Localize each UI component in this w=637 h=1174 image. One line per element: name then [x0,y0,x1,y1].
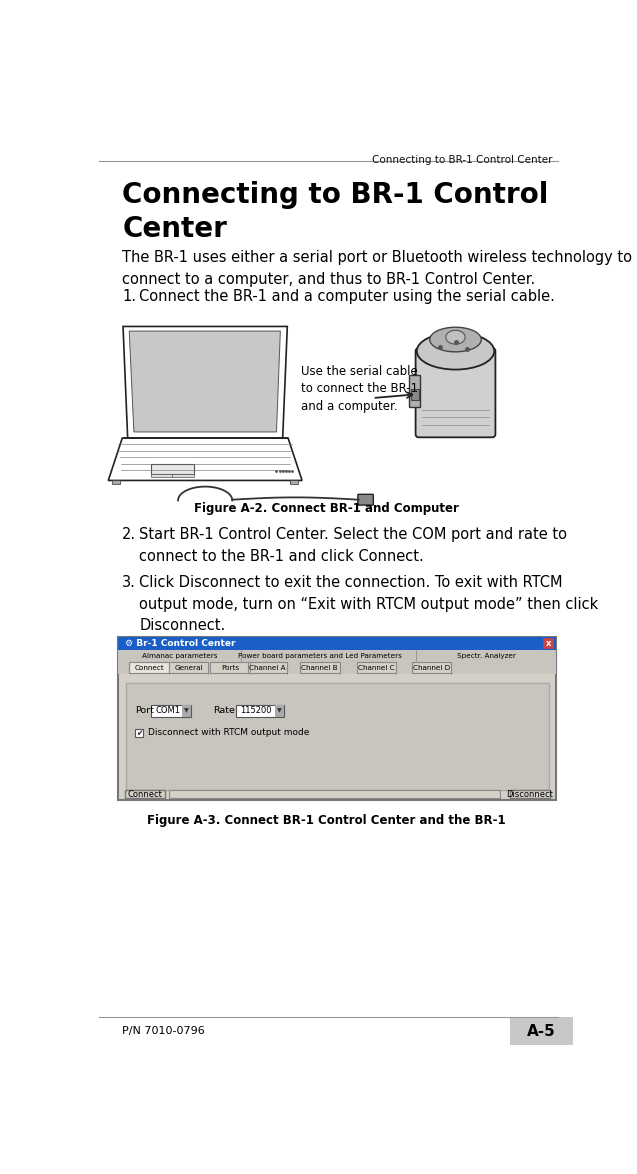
Text: Connect the BR-1 and a computer using the serial cable.: Connect the BR-1 and a computer using th… [140,289,555,304]
Text: Channel A: Channel A [249,664,285,670]
Text: Use the serial cable
to connect the BR-1
and a computer.: Use the serial cable to connect the BR-1… [301,365,418,413]
Bar [510,790,550,798]
Text: Rate: Rate [213,707,235,715]
Text: Connect: Connect [134,664,164,670]
Text: A-5: A-5 [527,1024,556,1039]
Bar [136,729,143,737]
Bar [290,480,298,484]
Bar [411,389,419,399]
Text: Almanac parameters: Almanac parameters [142,653,217,659]
Ellipse shape [430,328,482,352]
Text: ⚙ Br-1 Control Center: ⚙ Br-1 Control Center [125,639,235,648]
Text: Channel C: Channel C [359,664,395,670]
Bar [210,662,250,673]
Text: P/N 7010-0796: P/N 7010-0796 [122,1026,205,1035]
Text: 115200: 115200 [240,707,271,715]
Text: Connect: Connect [127,790,162,798]
Bar [275,706,284,716]
Text: Channel D: Channel D [413,664,450,670]
Bar [118,662,556,674]
Polygon shape [123,326,287,438]
Bar [125,790,165,798]
Text: Spectr. Analyzer: Spectr. Analyzer [457,653,515,659]
Bar [151,473,172,478]
Text: COM1: COM1 [155,707,180,715]
Bar [169,662,208,673]
Text: Power board parameters and Led Parameters: Power board parameters and Led Parameter… [238,653,402,659]
Ellipse shape [446,330,465,344]
Ellipse shape [417,332,494,370]
Text: ▼: ▼ [277,708,282,714]
Polygon shape [108,438,302,480]
Bar [412,662,451,673]
Bar [300,662,340,673]
Bar [182,706,191,716]
FancyBboxPatch shape [415,348,496,438]
Text: 1.: 1. [122,289,136,304]
Text: General: General [174,664,203,670]
Polygon shape [129,331,280,432]
Text: Figure A-3. Connect BR-1 Control Center and the BR-1: Figure A-3. Connect BR-1 Control Center … [147,814,506,826]
Bar [112,480,120,484]
Bar [410,375,420,407]
Text: ▼: ▼ [184,708,189,714]
Bar [118,650,556,662]
Text: Connecting to BR-1 Control: Connecting to BR-1 Control [122,181,548,209]
Bar [543,639,553,648]
Bar [248,662,287,673]
Bar [118,636,556,799]
Bar [510,1017,573,1045]
Text: Ports: Ports [221,664,239,670]
Bar [151,706,191,716]
Text: Disconnect: Disconnect [506,790,554,798]
Text: x: x [545,639,551,648]
Text: Click Disconnect to exit the connection. To exit with RTCM
output mode, turn on : Click Disconnect to exit the connection.… [140,575,599,633]
Bar [169,790,499,798]
Text: Port: Port [136,707,154,715]
Text: 3.: 3. [122,575,136,591]
Bar [129,662,169,673]
FancyBboxPatch shape [358,494,373,505]
Text: Channel B: Channel B [301,664,338,670]
Text: Figure A-2. Connect BR-1 and Computer: Figure A-2. Connect BR-1 and Computer [194,502,459,515]
Text: The BR-1 uses either a serial port or Bluetooth wireless technology to
connect t: The BR-1 uses either a serial port or Bl… [122,250,633,286]
Bar [236,706,284,716]
Text: Center: Center [122,215,227,243]
Bar [357,662,396,673]
Text: ✔: ✔ [136,729,142,737]
Text: 2.: 2. [122,527,136,542]
Text: Connecting to BR-1 Control Center: Connecting to BR-1 Control Center [372,155,552,164]
Bar [172,473,194,478]
Text: Start BR-1 Control Center. Select the COM port and rate to
connect to the BR-1 a: Start BR-1 Control Center. Select the CO… [140,527,568,564]
Bar [118,636,556,650]
Bar [126,683,548,790]
Bar [151,464,194,474]
Text: Disconnect with RTCM output mode: Disconnect with RTCM output mode [148,728,309,737]
